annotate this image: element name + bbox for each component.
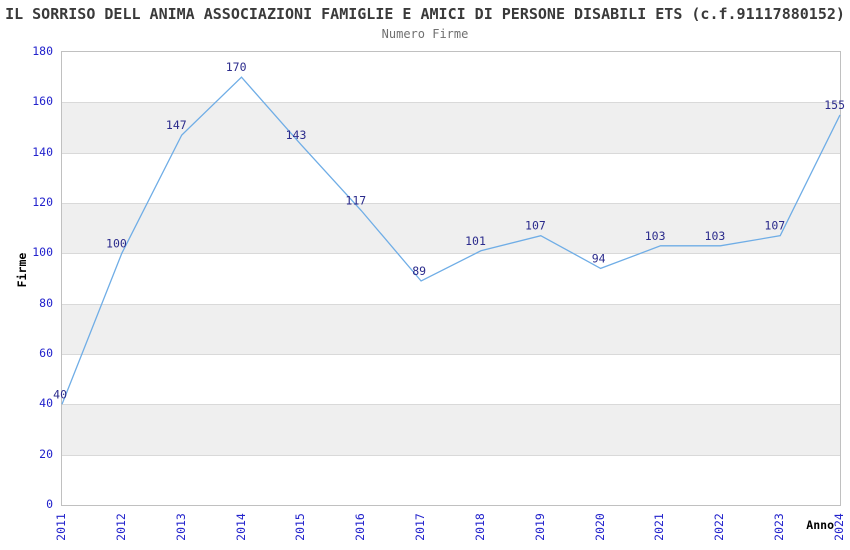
x-tick-label: 2022 [712,513,727,541]
x-tick-label: 2024 [832,513,846,541]
x-tick-label: 2012 [113,513,128,541]
chart-subtitle: Numero Firme [381,27,469,41]
y-axis-title: Firme [15,252,29,288]
page-title: IL SORRISO DELL ANIMA ASSOCIAZIONI FAMIG… [5,5,845,23]
data-point-label: 101 [465,234,486,248]
data-point-label: 40 [53,387,67,401]
grid-line [62,303,840,305]
plot-area: 40 100 147 170 143 117 89 101 107 94 103 103 107 155 [53,51,845,506]
data-point-label: 107 [764,219,785,233]
data-point-label: 155 [824,98,845,112]
data-point-label: 103 [645,229,666,243]
grid-line [62,454,840,456]
series-line [61,76,841,405]
grid-band [62,52,840,103]
data-point-label: 103 [705,229,726,243]
grid-band [62,203,840,254]
grid-band [62,404,840,455]
x-tick-label: 2018 [472,513,487,541]
data-point-label: 107 [525,219,546,233]
x-tick-label: 2020 [592,513,607,541]
data-point-label: 143 [286,128,307,142]
y-tick-label: 80 [39,295,53,310]
data-point-label: 94 [592,251,606,265]
data-point-label: 117 [345,194,366,208]
grid-band [62,253,840,304]
x-axis-title: Anno [806,518,834,532]
y-tick-label: 120 [32,195,53,209]
x-tick-label: 2016 [353,513,368,541]
grid-band [62,354,840,405]
grid-band [62,454,840,505]
series-svg: 40 100 147 170 143 117 89 101 107 94 103 103 107 155 [53,60,845,405]
x-tick-label: 2011 [54,513,68,541]
y-tick-label: 60 [39,346,53,360]
grid-line [62,203,840,204]
data-point-label: 89 [412,264,426,278]
grid-line [62,152,840,154]
x-tick-label: 2017 [413,513,428,541]
y-tick-label: 100 [32,245,53,260]
grid-line [62,253,840,255]
grid-line [62,354,840,355]
x-tick-label: 2015 [293,513,308,541]
y-tick-label: 40 [39,396,53,411]
x-tick-label: 2013 [173,513,188,541]
grid-band [62,102,840,153]
grid-band [62,303,840,354]
data-point-label: 147 [166,118,187,132]
y-tick-label: 180 [32,44,53,58]
grid-band [62,152,840,203]
data-point-label: 170 [226,60,247,74]
y-tick-label: 20 [39,446,53,461]
grid-line [62,404,840,406]
y-tick-label: 160 [32,94,53,109]
y-tick-label: 140 [32,144,53,159]
x-tick-label: 2014 [233,513,248,541]
x-tick-label: 2019 [532,513,547,541]
data-point-label: 100 [106,236,127,250]
x-tick-label: 2021 [652,513,667,541]
y-tick-label: 0 [46,497,53,511]
grid-line [62,102,840,104]
